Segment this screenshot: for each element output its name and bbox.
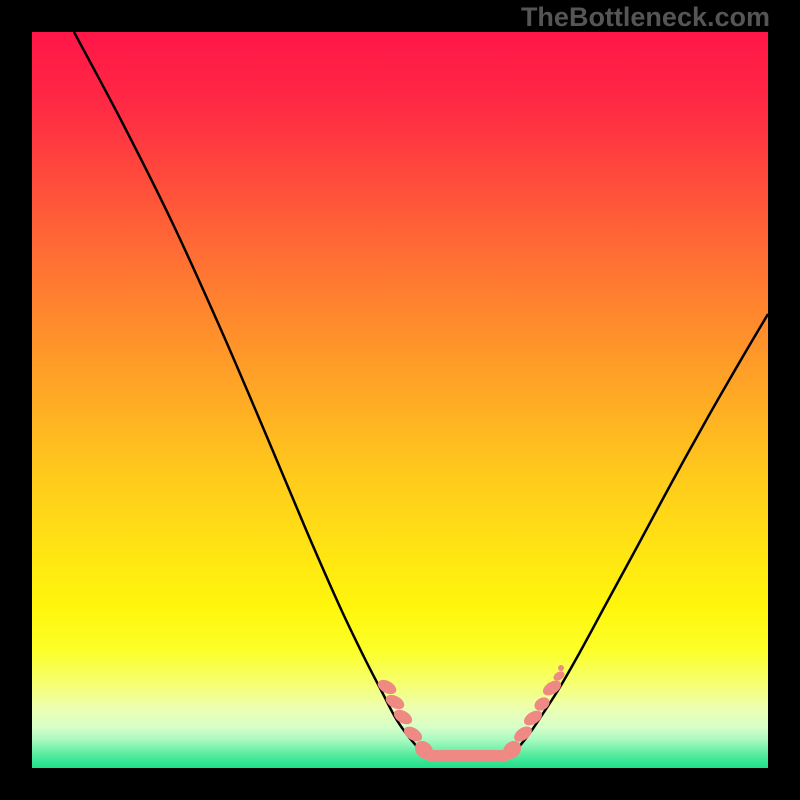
- overlay-valley-floor: [426, 750, 510, 762]
- overlay-dot: [375, 677, 398, 697]
- curve-layer: [32, 32, 768, 768]
- overlay-dot: [558, 665, 564, 671]
- overlay-dot: [540, 678, 563, 699]
- overlay-dot: [521, 708, 544, 729]
- overlay-dot: [391, 707, 414, 727]
- chart-frame: TheBottleneck.com: [0, 0, 800, 800]
- overlay-dot: [532, 695, 552, 714]
- plot-area: [32, 32, 768, 768]
- overlay-dot: [383, 692, 406, 712]
- curve-left-branch: [74, 32, 426, 756]
- watermark-text: TheBottleneck.com: [521, 2, 770, 33]
